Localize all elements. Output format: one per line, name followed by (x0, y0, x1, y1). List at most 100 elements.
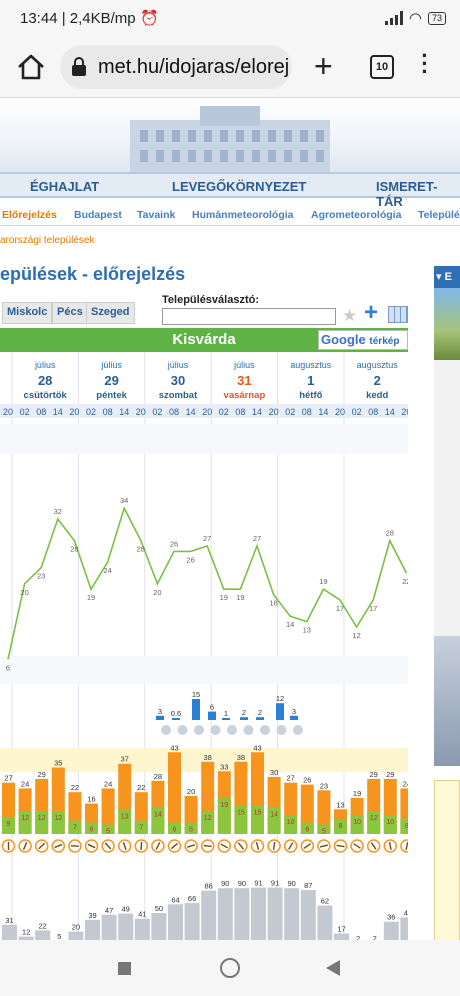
wind-mean-value: 12 (54, 815, 62, 822)
nav-eghajlat[interactable]: ÉGHAJLAT (30, 179, 100, 194)
subnav-humanmeteorologia[interactable]: Humánmeteorológia (192, 209, 294, 221)
address-bar[interactable]: met.hu/idojaras/elorej (60, 45, 292, 89)
subnav-budapest[interactable]: Budapest (74, 209, 122, 221)
cloud-value: 49 (122, 905, 130, 914)
url-text: met.hu/idojaras/elorej (98, 56, 290, 78)
menu-icon[interactable]: · · · (421, 43, 429, 84)
day-month: augusztus (290, 360, 332, 370)
status-time: 13:44 | 2,4KB/mp (20, 10, 136, 27)
nav-ismeret-tar[interactable]: ISMERET-TÁR (376, 179, 438, 209)
hour-label: 20 (401, 407, 408, 417)
wind-mean-value: 12 (21, 815, 29, 822)
precip-value: 3 (292, 707, 296, 716)
wind-gust-value: 43 (170, 743, 178, 752)
city-button-miskolc[interactable]: Miskolc (2, 302, 53, 324)
wind-gust-value: 38 (237, 753, 245, 762)
add-icon[interactable]: + (364, 299, 379, 326)
wind-gust-bar (101, 788, 115, 834)
new-tab-icon[interactable]: + (314, 48, 333, 84)
cloud-bar (151, 913, 167, 940)
cloud-bar (234, 888, 250, 940)
hour-label: 08 (36, 407, 46, 417)
precip-bar (256, 717, 264, 720)
hour-label: 08 (302, 407, 312, 417)
temperature-point: 19 (220, 593, 228, 602)
wind-mean-value: 15 (237, 810, 245, 817)
subnav-agrometeorologia[interactable]: Agrometeorológia (311, 209, 402, 221)
subnav-elorejelzes[interactable]: Előrejelzés (2, 209, 57, 221)
cloud-value: 90 (221, 879, 229, 888)
recents-button[interactable] (118, 962, 131, 975)
city-button-pecs[interactable]: Pécs (52, 302, 88, 324)
day-month: augusztus (357, 360, 399, 370)
precip-value: 15 (192, 690, 200, 699)
precip-bar (222, 718, 230, 720)
weather-icon (227, 725, 237, 735)
favorite-star-icon[interactable]: ★ (342, 306, 358, 325)
wind-mean-bar (134, 820, 148, 834)
back-button[interactable] (326, 960, 340, 976)
temperature-point: 17 (369, 604, 377, 613)
cloud-bar (2, 924, 17, 940)
cloud-value: 12 (22, 928, 30, 937)
nav-levegokornyezet[interactable]: LEVEGŐKÖRNYEZET (172, 179, 307, 194)
cloud-bar (35, 930, 51, 940)
cloud-value: 66 (188, 894, 196, 903)
day-month: július (100, 360, 122, 370)
cloud-value: 87 (304, 881, 312, 890)
wind-direction-arrow (237, 842, 244, 850)
home-button[interactable] (220, 958, 240, 978)
wind-mean-bar (317, 824, 331, 834)
temperature-point: 26 (170, 539, 178, 548)
day-weekday: vasárnap (224, 390, 266, 401)
temperature-point: 20 (20, 588, 28, 597)
weather-icon (260, 725, 270, 735)
city-selector-input[interactable] (162, 308, 336, 325)
lock-icon (72, 57, 86, 76)
wind-gust-value: 26 (303, 776, 311, 785)
cloud-bar (267, 887, 283, 940)
hour-label: 14 (186, 407, 196, 417)
selector-label: Településválasztó: (162, 294, 259, 306)
subnav-tavaink[interactable]: Tavaink (137, 209, 176, 221)
wind-gust-value: 30 (270, 768, 278, 777)
hour-label: 02 (285, 407, 295, 417)
wind-gust-value: 27 (4, 774, 12, 783)
wind-mean-bar (251, 805, 264, 834)
breadcrumb[interactable]: arországi települések (0, 235, 95, 246)
cloud-bar (217, 888, 233, 940)
wind-mean-value: 10 (287, 819, 295, 826)
wind-mean-bar (51, 811, 65, 834)
hour-label: 14 (119, 407, 129, 417)
home-icon[interactable] (14, 50, 48, 84)
temperature-point: 14 (286, 620, 294, 629)
cloud-value: 39 (88, 911, 96, 920)
wind-mean-value: 8 (339, 823, 343, 830)
header-banner (0, 98, 460, 172)
wind-gust-value: 22 (137, 783, 145, 792)
cloud-bar (134, 918, 150, 940)
google-map-button[interactable]: Google térkép (318, 330, 408, 350)
cloud-value: 62 (321, 897, 329, 906)
hour-label: 20 (269, 407, 279, 417)
wind-mean-value: 15 (254, 810, 262, 817)
subnav-telepulesek[interactable]: Települések (418, 209, 460, 221)
status-bar: 13:44 | 2,4KB/mp ⏰ ◠ 73 (0, 0, 460, 36)
hour-label: 20 (69, 407, 79, 417)
temperature-point: 32 (54, 507, 62, 516)
temperature-point: 19 (236, 593, 244, 602)
wind-gust-value: 33 (220, 762, 228, 771)
wind-gust-bar (300, 784, 314, 834)
hour-label: 08 (368, 407, 378, 417)
wind-mean-value: 6 (90, 827, 94, 834)
table-view-icon[interactable] (388, 306, 408, 323)
city-button-szeged[interactable]: Szeged (86, 302, 135, 324)
precip-value: 3 (158, 707, 162, 716)
wind-direction-arrow (288, 842, 294, 850)
tab-count-button[interactable]: 10 (370, 55, 394, 79)
wind-direction-arrow (405, 841, 408, 851)
cloud-bar (383, 921, 399, 940)
wind-gust-value: 19 (353, 789, 361, 798)
wind-gust-value: 27 (287, 774, 295, 783)
wind-gust-value: 23 (320, 781, 328, 790)
